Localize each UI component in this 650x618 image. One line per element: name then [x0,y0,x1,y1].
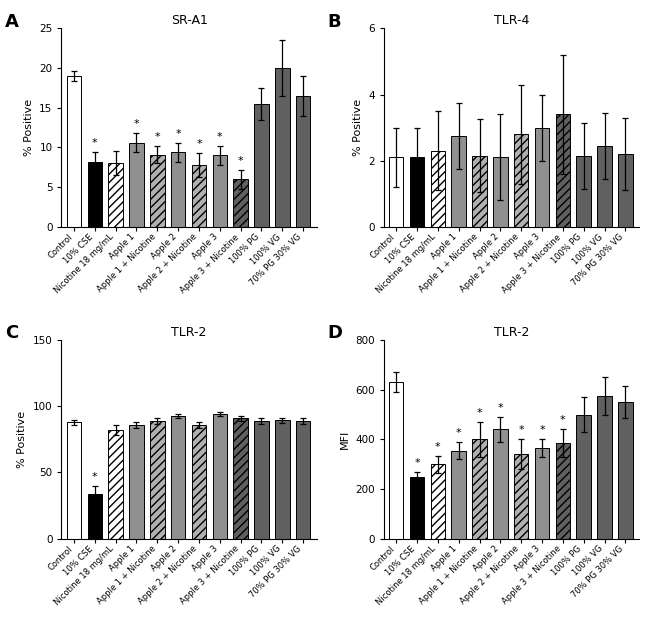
Bar [618,154,632,227]
Y-axis label: MFI: MFI [339,430,350,449]
Bar [430,151,445,227]
Bar [597,146,612,227]
Bar [618,402,632,538]
Y-axis label: % Positive: % Positive [23,99,34,156]
Bar [430,464,445,538]
Bar [556,114,570,227]
Bar [150,154,164,227]
Text: *: * [196,139,202,149]
Text: *: * [497,403,503,413]
Text: A: A [5,12,20,30]
Title: TLR-2: TLR-2 [172,326,207,339]
Bar [109,430,123,538]
Text: *: * [155,132,160,142]
Bar [192,425,206,538]
Bar [514,134,528,227]
Bar [213,414,227,538]
Title: TLR-2: TLR-2 [493,326,529,339]
Bar [275,68,290,227]
Bar [451,136,466,227]
Text: *: * [176,129,181,138]
Bar [535,448,549,538]
Bar [275,420,290,538]
Bar [109,163,123,227]
Bar [233,418,248,538]
Bar [556,443,570,538]
Title: SR-A1: SR-A1 [171,14,207,27]
Bar [129,425,144,538]
Text: *: * [414,458,420,468]
Y-axis label: % Positive: % Positive [352,99,363,156]
Y-axis label: % Positive: % Positive [17,411,27,468]
Title: TLR-4: TLR-4 [493,14,529,27]
Bar [514,454,528,538]
Bar [171,415,185,538]
Bar [150,421,164,538]
Bar [389,158,404,227]
Bar [233,179,248,227]
Bar [389,383,404,538]
Bar [254,104,268,227]
Text: *: * [217,132,222,142]
Bar [296,96,311,227]
Text: *: * [238,156,244,166]
Bar [473,156,487,227]
Text: *: * [519,425,524,436]
Bar [597,396,612,538]
Bar [451,451,466,538]
Text: *: * [92,138,98,148]
Bar [410,158,424,227]
Text: *: * [560,415,566,426]
Text: B: B [328,12,341,30]
Bar [67,76,81,227]
Text: *: * [92,472,98,481]
Text: *: * [476,408,482,418]
Text: *: * [456,428,462,438]
Bar [129,143,144,227]
Bar [473,439,487,538]
Bar [88,494,102,538]
Bar [493,158,508,227]
Text: *: * [540,425,545,436]
Bar [192,165,206,227]
Bar [67,422,81,538]
Bar [213,155,227,227]
Text: C: C [5,324,19,342]
Bar [577,415,591,538]
Bar [410,476,424,538]
Bar [577,156,591,227]
Text: *: * [134,119,139,129]
Bar [171,152,185,227]
Bar [535,127,549,227]
Bar [296,421,311,538]
Bar [88,162,102,227]
Text: D: D [328,324,343,342]
Bar [493,430,508,538]
Bar [254,421,268,538]
Text: *: * [435,441,441,452]
